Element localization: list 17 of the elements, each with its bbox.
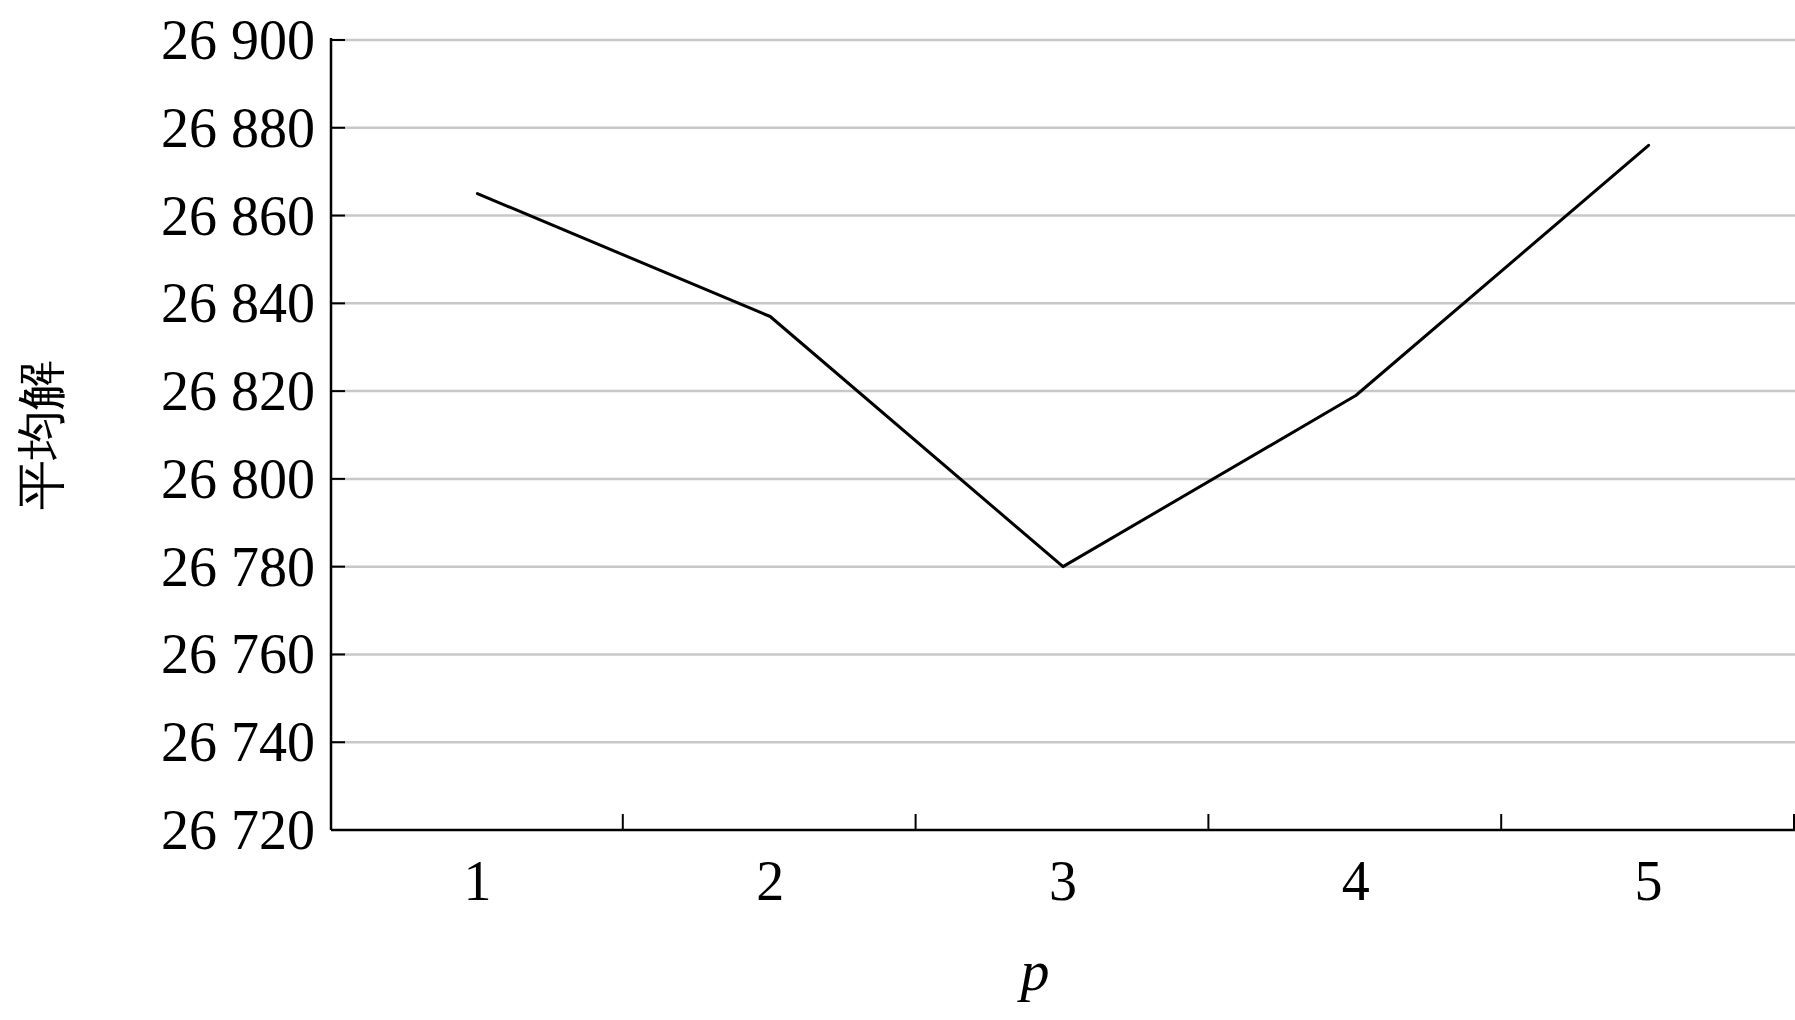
y-tick-label: 26 740 bbox=[161, 711, 315, 774]
x-tick-label: 4 bbox=[1341, 850, 1370, 912]
x-axis-title: p bbox=[1016, 938, 1050, 1003]
y-tick-label: 26 900 bbox=[161, 9, 315, 71]
y-tick-label: 26 720 bbox=[161, 799, 315, 861]
y-tick-label: 26 860 bbox=[161, 184, 315, 247]
x-tick-label: 5 bbox=[1634, 850, 1663, 912]
y-axis-title: 平均解 bbox=[12, 360, 70, 510]
y-tick-label: 26 780 bbox=[161, 535, 315, 598]
x-tick-label: 3 bbox=[1049, 850, 1077, 912]
y-tick-label: 26 760 bbox=[161, 623, 315, 686]
y-tick-label: 26 800 bbox=[161, 447, 315, 510]
x-tick-label: 1 bbox=[463, 850, 492, 912]
y-tick-label: 26 820 bbox=[161, 360, 315, 423]
x-tick-label: 2 bbox=[756, 850, 785, 912]
y-tick-label: 26 840 bbox=[161, 272, 315, 335]
y-tick-label: 26 880 bbox=[161, 96, 315, 159]
